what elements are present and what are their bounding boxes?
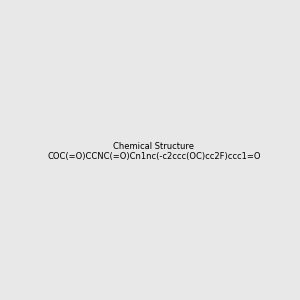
Text: Chemical Structure
COC(=O)CCNC(=O)Cn1nc(-c2ccc(OC)cc2F)ccc1=O: Chemical Structure COC(=O)CCNC(=O)Cn1nc(… [47,142,260,161]
